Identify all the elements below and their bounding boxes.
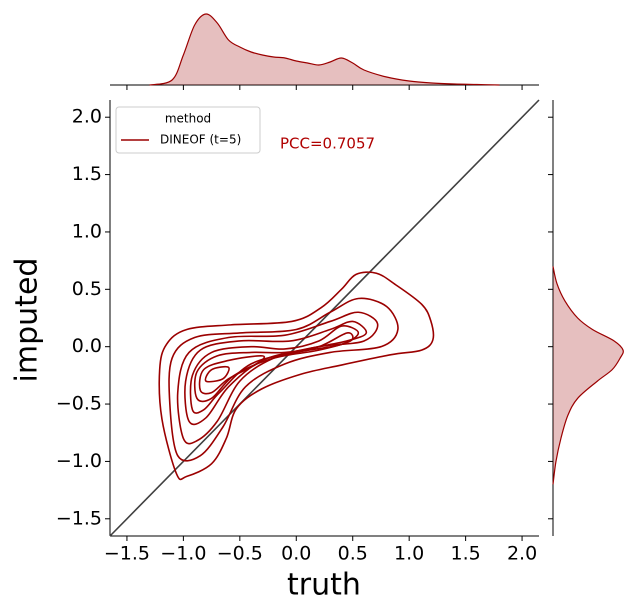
right-marginal-line	[552, 266, 624, 485]
y-tick-label: −1.5	[56, 507, 102, 529]
y-tick-label: 1.5	[72, 163, 102, 185]
top-marginal-area	[149, 13, 500, 86]
identity-line	[109, 99, 540, 537]
density-contour	[184, 320, 368, 426]
density-contour	[168, 297, 399, 462]
legend-label: DINEOF (t=5)	[160, 133, 241, 147]
density-contour	[176, 311, 379, 445]
x-tick-label: 1.5	[451, 543, 481, 565]
y-tick-label: −1.0	[56, 450, 102, 472]
annotation: PCC=0.7057	[280, 135, 375, 153]
x-tick-label: 2.0	[507, 543, 537, 565]
x-tick-label: −0.5	[217, 543, 263, 565]
density-contour	[189, 325, 360, 414]
density-contour	[204, 365, 230, 383]
x-tick-label: 1.0	[394, 543, 424, 565]
x-tick-label: −1.5	[104, 543, 150, 565]
y-axis-label: imputed	[10, 258, 45, 383]
y-tick-label: −0.5	[56, 393, 102, 415]
density-contour	[198, 355, 266, 395]
density-contour	[158, 271, 435, 481]
x-axis-label: truth	[287, 568, 361, 603]
legend-title: method	[165, 112, 211, 126]
x-tick-label: 0.0	[281, 543, 311, 565]
right-marginal-area	[553, 266, 624, 485]
y-tick-label: 0.5	[72, 278, 102, 300]
x-tick-label: −1.0	[160, 543, 206, 565]
y-tick-label: 2.0	[72, 106, 102, 128]
top-marginal-line	[149, 13, 500, 86]
y-tick-label: 1.0	[72, 220, 102, 242]
y-tick-label: 0.0	[72, 335, 102, 357]
x-tick-label: 0.5	[338, 543, 368, 565]
legend-box	[115, 106, 261, 154]
